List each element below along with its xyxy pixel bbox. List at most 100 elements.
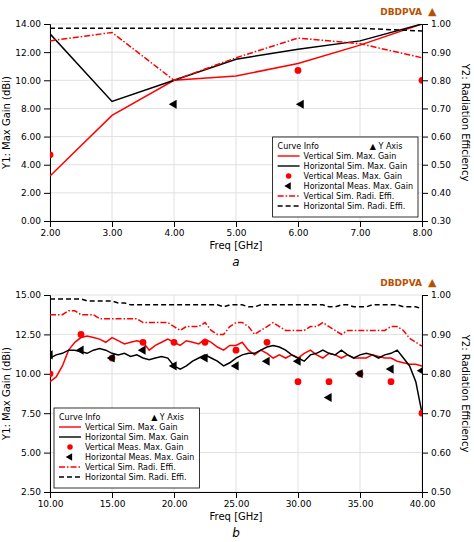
axis-line [44,296,51,493]
grid-line [50,295,422,296]
tick: 5.00 [226,221,246,238]
tick-mark [44,374,50,375]
tick-mark [112,492,113,498]
line [50,28,422,31]
legend-item: Horizontal Meas. Max. Gain [66,453,195,462]
tick-label: 0.00 [21,216,41,226]
tick-label: 10.00 [15,76,41,86]
tick-label: 6.00 [288,228,308,238]
tick: 10.00 [38,492,64,509]
point [388,378,395,385]
tick-label: 1.00 [431,290,451,300]
tick-label: 2.00 [21,188,41,198]
grid-line [50,334,422,335]
tick: 0.30 [422,216,451,226]
panel: 10.0015.0020.0025.0030.0035.0040.002.505… [1,276,471,540]
tick-mark [422,165,428,166]
legend-symbol [59,436,81,437]
y2-axis: 0.500.600.700.800.901.00 [422,290,451,497]
tick: 14.00 [15,19,50,29]
legend-item: Vertical Sim. Max. Gain [59,423,178,432]
point [107,353,115,362]
legend-item: Horizontal Sim. Max. Gain [278,162,408,171]
legend-title: Curve Info ▲ Y Axis [59,413,184,422]
grid-line [50,80,422,81]
x-axis: 2.003.004.005.006.007.008.00 [40,221,432,238]
grid-line [50,24,422,25]
tick: 0.50 [422,160,451,170]
tick: 0.80 [422,369,451,379]
tick: 30.00 [286,492,312,509]
tick-label: 3.00 [102,228,122,238]
axis-line [423,25,429,222]
legend-symbol [278,165,300,166]
tick-label: 5.00 [21,448,41,458]
tick-mark [44,295,50,296]
tick-label: 0.40 [431,188,451,198]
tick: 0.90 [422,330,451,340]
legend-symbol [278,155,300,156]
tick: 0.70 [422,409,451,419]
legend-label: Horizontal Meas. Max. Gain [85,453,194,462]
legend-item: Horizontal Sim. Radi. Effi. [59,473,187,482]
legend-item: Vertical Sim. Max. Gain [278,152,397,161]
tick-label: 0.70 [431,409,451,419]
tick-label: 0.60 [431,132,451,142]
tick-label: 4.00 [21,160,41,170]
tick: 10.00 [15,369,50,379]
scatter-series [50,346,422,402]
point [233,347,240,354]
point [202,339,209,346]
legend-label: Horizontal Sim. Radi. Effi. [85,473,187,482]
legend-label: Vertical Meas. Max. Gain [304,172,403,181]
tick: 15.00 [100,492,126,509]
y-axis: 0.002.004.006.008.0010.0012.0014.00 [15,19,50,226]
legend-symbol [67,444,73,450]
axis-line [44,25,51,222]
plot-area [50,24,422,176]
tick: 4.00 [164,221,184,238]
tick-mark [360,492,361,498]
tick-mark [422,453,428,454]
tick-mark [422,193,428,194]
y2-axis-title: Y2: Radiation Efficiency [460,334,471,453]
tick-mark [236,221,237,227]
tick: 0.60 [422,132,451,142]
tick: 0.40 [422,188,451,198]
tick: 4.00 [21,160,50,170]
tick: 2.00 [40,221,60,238]
legend-label: Horizontal Sim. Max. Gain [85,433,189,442]
tick-mark [422,295,428,296]
legend-symbol [286,173,292,179]
y-axis-title: Y1: Max Gain (dBi) [1,76,12,170]
tick-mark [44,413,50,414]
legend-symbol [278,195,300,196]
axis-line [51,493,423,499]
point [200,353,208,362]
panel-label: a [232,255,239,269]
point [295,378,302,385]
legend-item: Horizontal Sim. Radi. Effi. [278,202,406,211]
tick-label: 0.90 [431,48,451,58]
point [171,339,178,346]
point [50,151,53,158]
point [324,393,332,402]
point [169,361,177,370]
grid-line [50,373,422,374]
tick-label: 0.70 [431,104,451,114]
legend-symbol [278,205,300,206]
tick-mark [422,137,428,138]
legend-symbol [66,453,72,460]
annotation: DBDPVA [380,7,422,17]
legend-label: Vertical Sim. Radi. Effi. [304,192,395,201]
tick-label: 5.00 [226,228,246,238]
grid-line [236,24,237,221]
tick: 0.60 [422,448,451,458]
tick-label: 40.00 [410,499,436,509]
point [76,346,84,355]
tick-mark [360,221,361,227]
tick-mark [44,165,50,166]
annotation: ▲ [428,5,437,18]
line [50,311,422,346]
point [295,67,302,74]
